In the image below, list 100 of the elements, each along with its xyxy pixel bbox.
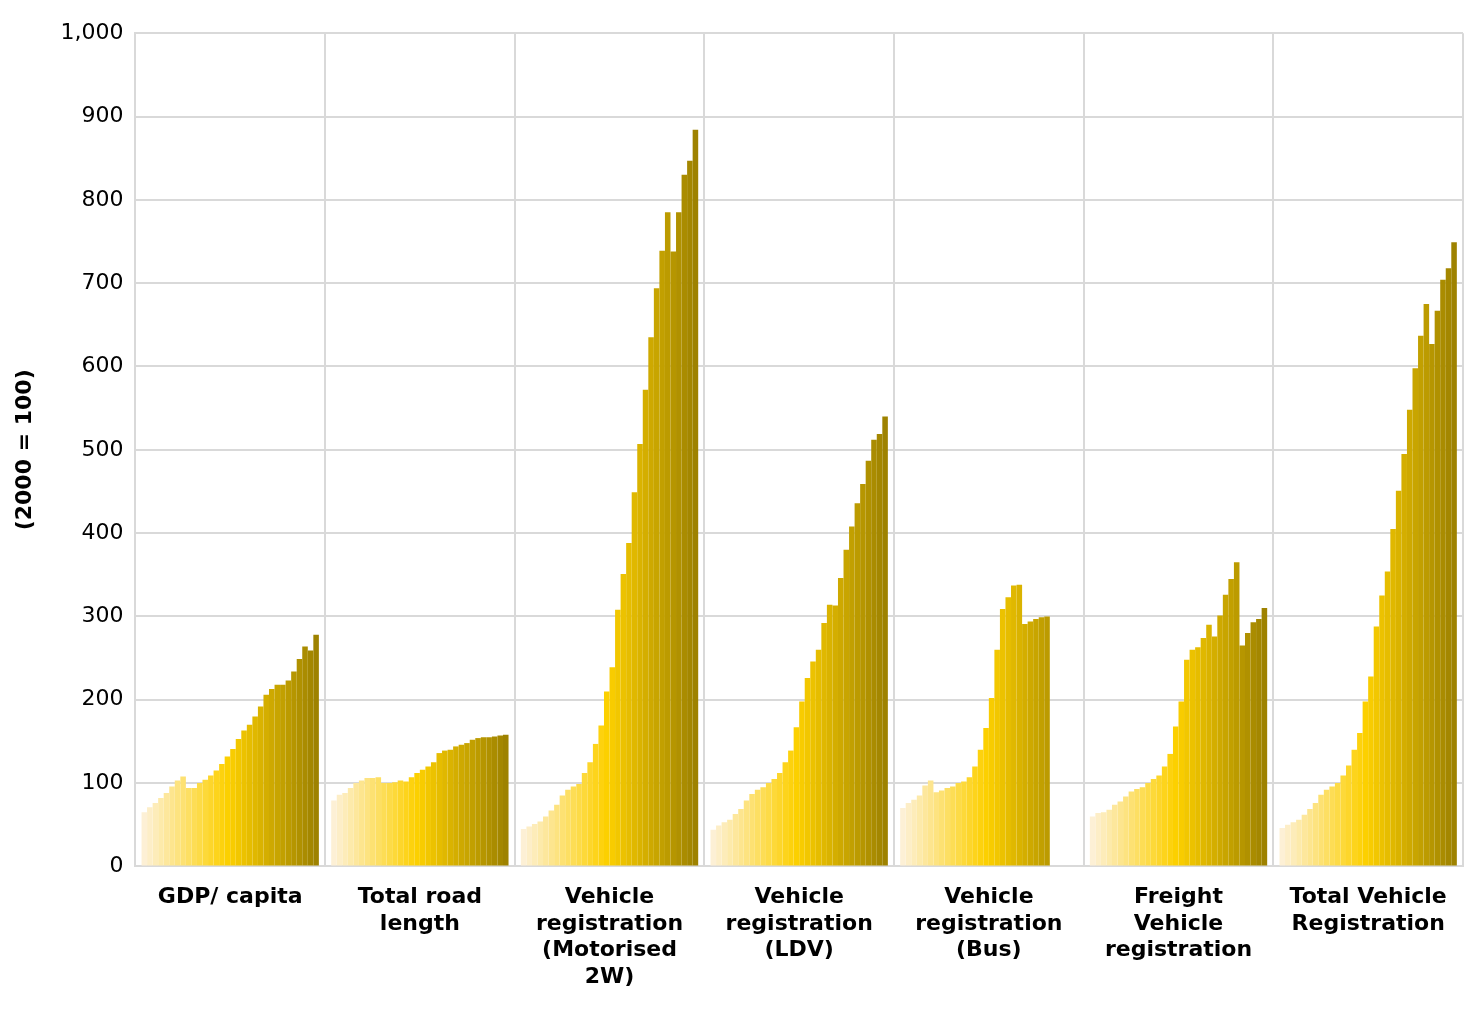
bar (1329, 786, 1335, 866)
x-tick-label: Total Vehicle Registration (1289, 883, 1447, 935)
bar (592, 743, 599, 866)
bar (1318, 794, 1324, 866)
y-tick-label: 100 (81, 768, 124, 794)
bar (141, 812, 148, 866)
bar (208, 775, 214, 866)
bar (408, 777, 415, 866)
bar (386, 783, 393, 866)
bar (1139, 787, 1146, 866)
bar (727, 819, 733, 866)
bar (1161, 766, 1168, 866)
bar (1351, 749, 1358, 866)
bar (900, 808, 906, 866)
bar (364, 778, 370, 866)
bar (158, 798, 164, 866)
bar (219, 763, 225, 866)
bar (771, 778, 778, 866)
bar (1145, 783, 1151, 866)
x-tick-label: Freight Vehicle registration (1104, 883, 1253, 962)
bar (738, 808, 744, 866)
bar (403, 781, 409, 866)
bar (1134, 788, 1140, 866)
bar (191, 788, 197, 866)
bar (760, 787, 766, 866)
bar (944, 788, 951, 866)
bar (342, 793, 348, 866)
y-tick-label: 800 (81, 185, 124, 211)
bar (598, 725, 604, 866)
bar (331, 800, 337, 866)
bar (543, 816, 549, 866)
bar (721, 822, 728, 866)
y-tick-label: 400 (81, 518, 124, 544)
bar (1334, 783, 1341, 866)
bar (1357, 733, 1363, 866)
bar (955, 783, 962, 866)
bar (1117, 801, 1124, 866)
bar (1128, 791, 1135, 866)
x-tick-label: GDP/ capita (157, 883, 303, 909)
bar (777, 773, 783, 866)
bar (749, 793, 755, 866)
bar (196, 783, 203, 866)
bar (911, 799, 917, 866)
bar (922, 785, 928, 866)
bar (950, 786, 956, 866)
bar (375, 777, 382, 866)
x-tick-label: Vehicle registration (Motorised 2W) (535, 883, 684, 988)
x-tick-label: Vehicle registration (Bus) (915, 883, 1063, 962)
bar (977, 749, 984, 866)
bar (961, 781, 967, 866)
x-tick-label: Vehicle registration (LDV) (725, 883, 873, 962)
bar (537, 821, 544, 866)
bar (1290, 822, 1297, 866)
y-tick-label: 500 (81, 435, 124, 461)
bar (933, 792, 939, 866)
bar (1100, 812, 1107, 866)
bar (565, 789, 571, 866)
bar (765, 783, 772, 866)
y-tick-label: 700 (81, 268, 124, 294)
bar (370, 778, 376, 866)
bar (782, 762, 789, 866)
y-tick-label: 200 (81, 685, 124, 711)
y-tick-label: 0 (109, 852, 124, 878)
bar (587, 762, 593, 866)
bar (180, 776, 186, 866)
bar (966, 777, 973, 866)
bar (526, 826, 532, 866)
bar (353, 783, 359, 866)
x-tick-label: Total road length (357, 883, 483, 935)
y-tick-label: 900 (81, 102, 124, 128)
bar (392, 782, 398, 866)
bar (147, 807, 153, 866)
bar (1340, 775, 1346, 866)
bar (905, 803, 912, 866)
y-axis-title: (2000 = 100) (10, 369, 36, 531)
bar (1312, 803, 1319, 866)
bar (213, 770, 220, 866)
bar (163, 793, 170, 866)
bar (169, 786, 175, 866)
bar (185, 788, 192, 866)
bar (788, 750, 794, 866)
bar (581, 773, 588, 866)
bar (1112, 804, 1118, 866)
bar (1167, 753, 1173, 866)
bar (1150, 778, 1157, 866)
bar (1089, 816, 1096, 866)
bar (1095, 813, 1101, 866)
bar (1123, 796, 1129, 866)
bar (570, 786, 577, 866)
bar (576, 783, 582, 866)
bar (381, 783, 387, 866)
bar (336, 794, 343, 866)
bar (554, 804, 560, 866)
bar (716, 825, 722, 866)
bar (972, 766, 978, 866)
bar (347, 788, 354, 866)
bar (152, 803, 159, 866)
bar (1346, 765, 1352, 866)
bar (938, 790, 945, 866)
bar (1296, 819, 1302, 866)
